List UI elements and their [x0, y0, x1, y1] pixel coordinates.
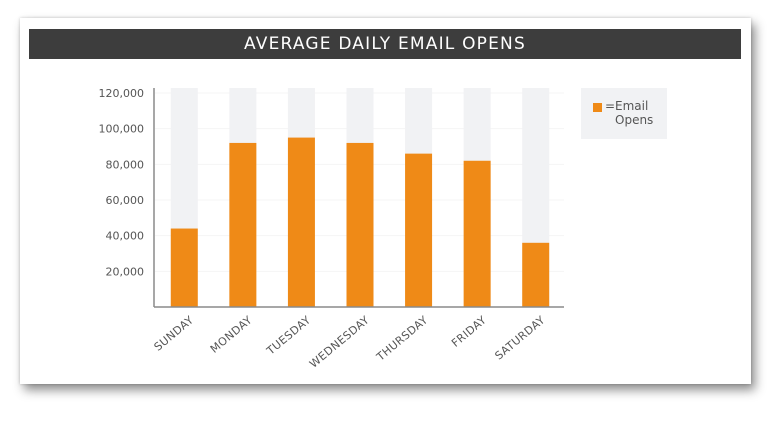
- y-tick-label: 40,000: [106, 230, 145, 243]
- legend-prefix: =: [605, 99, 616, 113]
- y-tick-label: 120,000: [99, 87, 145, 100]
- x-tick-label: THURSDAY: [373, 313, 430, 364]
- title-bar: AVERAGE DAILY EMAIL OPENS: [29, 29, 741, 59]
- legend: = Email Opens: [581, 88, 667, 139]
- bar: [229, 142, 257, 307]
- chart-title: AVERAGE DAILY EMAIL OPENS: [244, 34, 526, 54]
- bar: [463, 160, 491, 307]
- chart-card: AVERAGE DAILY EMAIL OPENS SUNDAY MONDAY TU…: [20, 18, 751, 384]
- bar: [170, 228, 198, 307]
- y-tick-label: 60,000: [106, 194, 145, 207]
- x-tick-label: SATURDAY: [492, 313, 547, 362]
- y-tick-label: 100,000: [99, 123, 145, 136]
- bar: [405, 153, 433, 307]
- x-tick-label: WEDNESDAY: [307, 313, 372, 370]
- legend-swatch: [593, 103, 602, 112]
- y-tick-label: 80,000: [106, 158, 145, 171]
- x-tick-label: FRIDAY: [449, 313, 489, 350]
- bar: [346, 142, 374, 307]
- x-tick-label: SUNDAY: [152, 313, 197, 353]
- legend-label: Email Opens: [615, 99, 654, 127]
- bar: [522, 242, 550, 307]
- x-tick-label: MONDAY: [208, 313, 255, 355]
- x-tick-label: TUESDAY: [264, 313, 314, 358]
- y-tick-label: 20,000: [106, 265, 145, 278]
- bar: [287, 137, 315, 307]
